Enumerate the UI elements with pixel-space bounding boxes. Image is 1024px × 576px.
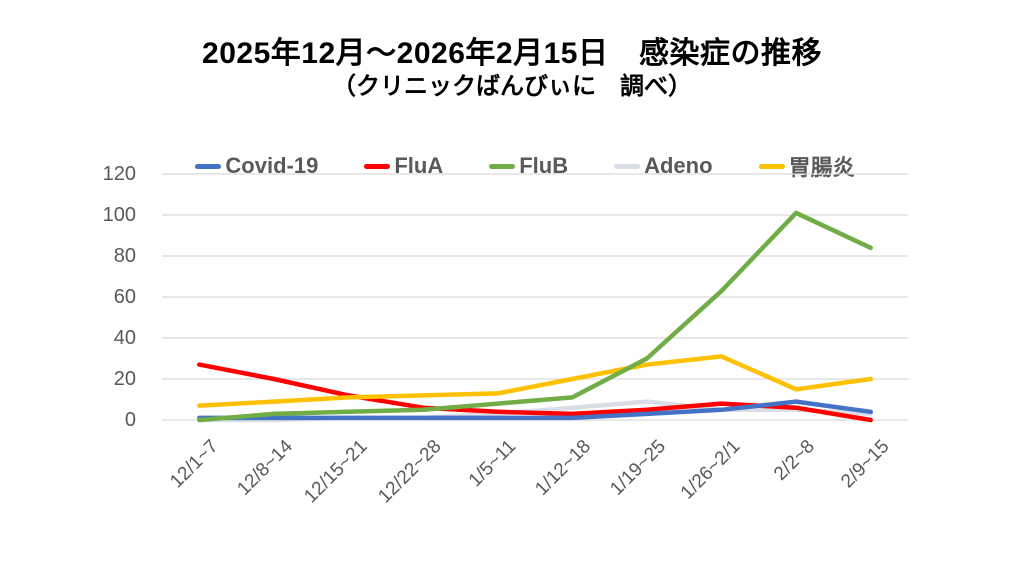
legend-swatch-Adeno bbox=[614, 163, 641, 169]
y-tick-label-80: 80 bbox=[113, 245, 136, 267]
legend-swatch-胃腸炎 bbox=[758, 163, 785, 169]
legend-item-胃腸炎: 胃腸炎 bbox=[758, 150, 855, 182]
chart-title: 2025年12月～2026年2月15日 感染症の推移 bbox=[202, 37, 822, 70]
legend-swatch-FluB bbox=[489, 163, 516, 169]
legend-swatch-FluA bbox=[364, 163, 391, 169]
series-line-胃腸炎 bbox=[197, 354, 873, 408]
y-tick-label-120: 120 bbox=[102, 163, 136, 185]
y-tick-label-100: 100 bbox=[102, 204, 136, 226]
y-tick-label-20: 20 bbox=[113, 368, 136, 390]
legend-swatch-Covid-19 bbox=[195, 163, 222, 169]
legend-label-胃腸炎: 胃腸炎 bbox=[788, 155, 855, 180]
y-tick-label-0: 0 bbox=[124, 409, 136, 431]
chart-subtitle: （クリニックばんびぃに 調べ） bbox=[332, 73, 692, 100]
y-tick-label-60: 60 bbox=[113, 286, 136, 308]
y-tick-label-40: 40 bbox=[113, 327, 136, 349]
series-line-FluB bbox=[197, 210, 873, 423]
series-line-Covid-19 bbox=[197, 399, 873, 421]
